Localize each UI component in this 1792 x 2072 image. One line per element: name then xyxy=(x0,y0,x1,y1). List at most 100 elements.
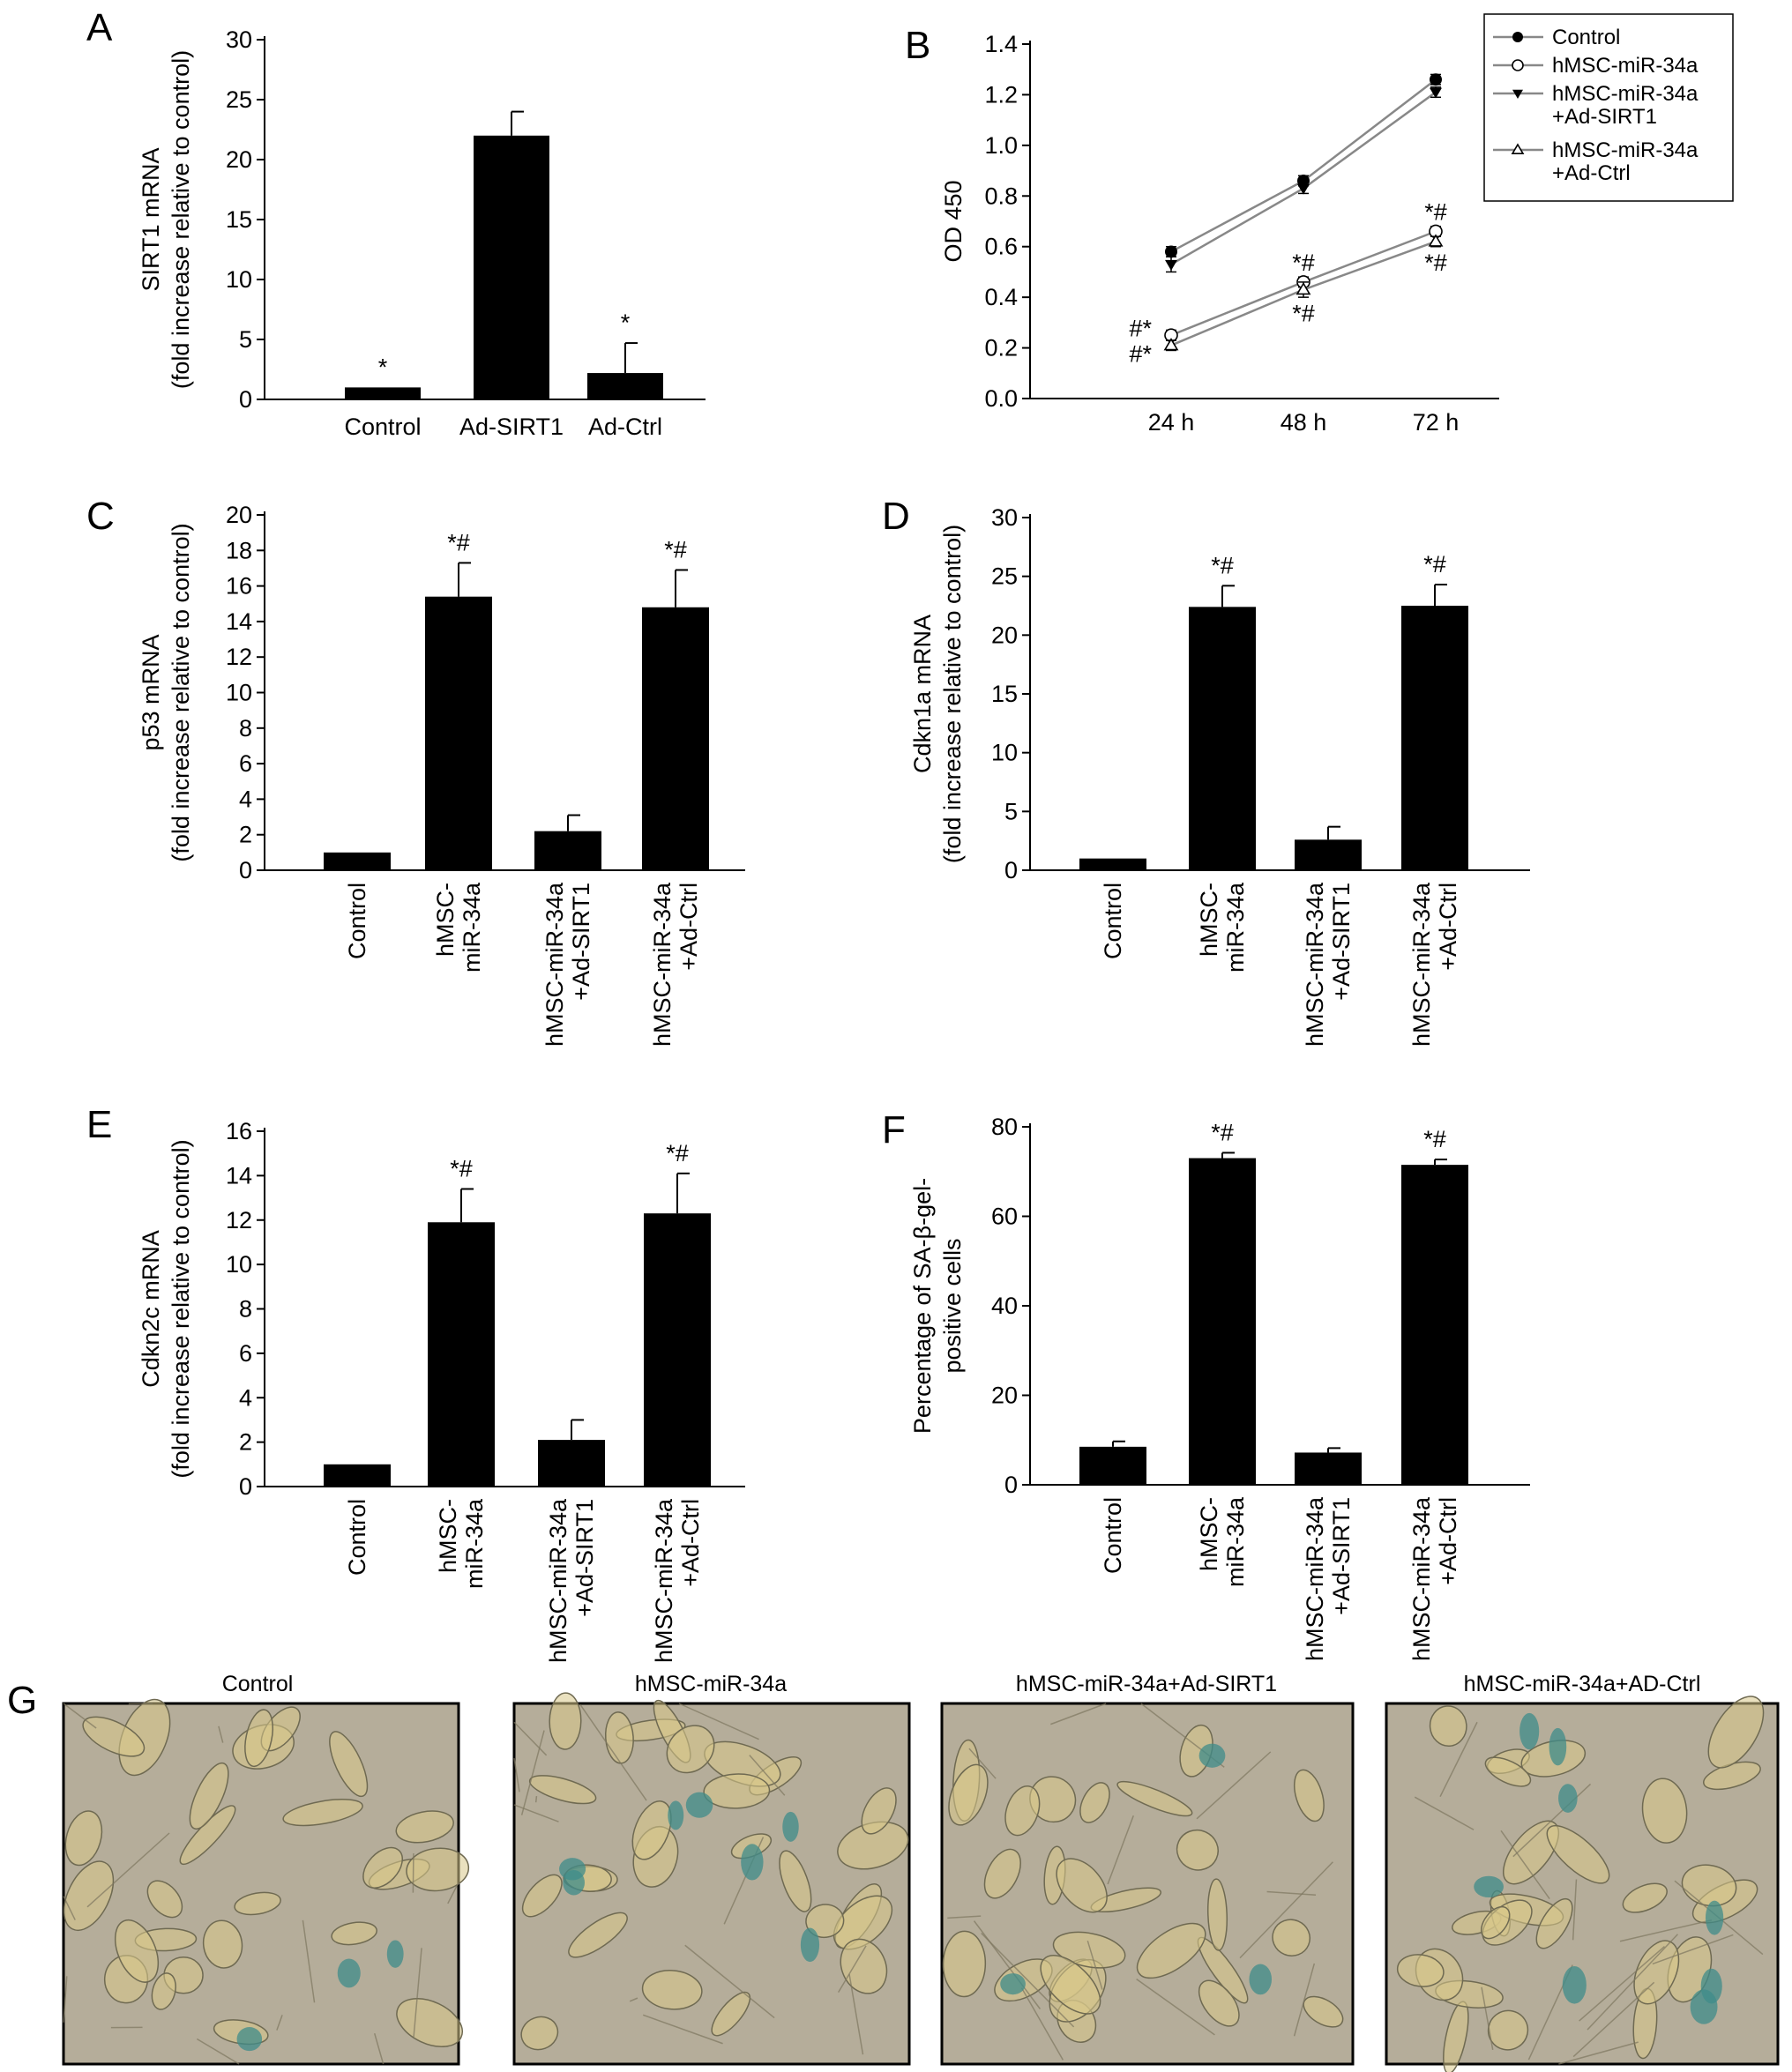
y-tick-label: 40 xyxy=(991,1293,1018,1319)
bar xyxy=(534,831,601,870)
significance-marker: *# xyxy=(1424,199,1447,226)
panel-label: C xyxy=(86,495,115,538)
stained-cell xyxy=(741,1844,764,1881)
cell-process xyxy=(1619,1919,1713,1942)
cell xyxy=(1116,1780,1193,1817)
photo-title: hMSC-miR-34a xyxy=(635,1672,787,1696)
marker-filled-circle xyxy=(1512,32,1523,42)
stained-cell xyxy=(800,1927,820,1963)
y-tick-label: 60 xyxy=(991,1204,1018,1230)
cell-process xyxy=(1572,1879,1578,1941)
bar xyxy=(1079,1446,1146,1485)
y-tick-label: 0 xyxy=(239,1473,252,1500)
cell-process xyxy=(848,1974,864,2055)
photo-title: hMSC-miR-34a+Ad-SIRT1 xyxy=(1016,1672,1277,1696)
bar xyxy=(1401,606,1468,870)
cell-process xyxy=(63,1896,76,1920)
y-axis-title: Cdkn2c mRNA (fold increase relative to co… xyxy=(138,1139,194,1478)
cell xyxy=(631,1800,672,1860)
bar xyxy=(1079,858,1146,870)
cell-process xyxy=(1107,1815,1134,1885)
cell-process xyxy=(86,1832,170,1908)
cell-process xyxy=(968,1748,997,1779)
legend-label: hMSC-miR-34a +Ad-SIRT1 xyxy=(1552,82,1699,129)
cell xyxy=(1004,1785,1041,1837)
y-axis-title: Cdkn1a mRNA (fold increase relative to co… xyxy=(909,525,966,863)
y-axis-title: SIRT1 mRNA (fold increase relative to con… xyxy=(138,50,194,389)
cell-process xyxy=(513,1757,520,1793)
legend-label: hMSC-miR-34a xyxy=(1552,54,1699,78)
legend-label: hMSC-miR-34a +Ad-Ctrl xyxy=(1552,138,1699,185)
cell xyxy=(528,1775,597,1805)
cell xyxy=(520,2016,559,2051)
cell xyxy=(202,1919,243,1969)
marker-open-circle xyxy=(1512,59,1524,71)
cell-process xyxy=(513,1804,559,1822)
x-tick-label: Ad-SIRT1 xyxy=(459,414,564,440)
bar xyxy=(1295,839,1362,870)
panel-a: A 0 5 10 15 20 25 30 SIRT1 mRNA (fold increase re… xyxy=(86,6,706,440)
stained-cell xyxy=(386,1940,404,1968)
panel-label: F xyxy=(882,1108,906,1152)
x-tick-label: hMSC-miR-34a+Ad-Ctrl xyxy=(649,882,702,1047)
bar xyxy=(642,607,709,870)
cell-process xyxy=(520,1730,545,1815)
cell-process xyxy=(1020,1987,1064,2061)
x-tick-label: Control xyxy=(344,414,421,440)
micrograph: hMSC-miR-34a+AD-Ctrl xyxy=(1385,1672,1780,2072)
y-tick-label: 8 xyxy=(239,715,252,742)
stained-cell xyxy=(337,1958,361,1988)
y-tick-label: 14 xyxy=(226,608,252,635)
marker-filled-triangle xyxy=(1512,89,1523,99)
y-tick-label: 0 xyxy=(1004,1472,1018,1498)
y-tick-label: 2 xyxy=(239,1429,252,1456)
series xyxy=(1165,86,1442,273)
cell xyxy=(406,1847,470,1892)
micrograph: hMSC-miR-34a+Ad-SIRT1 xyxy=(940,1672,1355,2066)
y-tick-label: 25 xyxy=(991,563,1018,590)
cell-process xyxy=(981,1932,1075,2028)
cell xyxy=(63,1860,115,1931)
x-tick-label: Control xyxy=(1100,883,1126,959)
panel-label: G xyxy=(7,1679,37,1722)
significance-marker: *# xyxy=(1211,1119,1234,1145)
x-tick-label: Ad-Ctrl xyxy=(588,414,662,440)
series xyxy=(1163,234,1444,352)
y-tick-label: 0.0 xyxy=(984,385,1018,412)
x-tick-label: 72 h xyxy=(1413,409,1460,436)
significance-marker: #* xyxy=(1129,340,1152,367)
panel-label: E xyxy=(86,1103,112,1146)
bar xyxy=(324,852,391,870)
bar xyxy=(1401,1165,1468,1485)
cell xyxy=(1029,1776,1077,1823)
cell-process xyxy=(684,1944,775,2019)
cell-process xyxy=(513,1721,548,1756)
bar xyxy=(474,135,549,400)
cell-process xyxy=(413,1948,422,2039)
stained-cell xyxy=(685,1792,713,1818)
marker-open-triangle xyxy=(1428,234,1444,247)
cell xyxy=(329,1731,369,1798)
cell-process xyxy=(838,1945,867,1994)
cell-process xyxy=(1439,1721,1478,1797)
panel-c: C 0 2 4 6 8 10 12 14 16 18 20 p53 mRNA (fold increase… xyxy=(86,495,745,1047)
marker-open-triangle xyxy=(1163,338,1179,351)
y-tick-label: 15 xyxy=(991,681,1018,707)
cell xyxy=(703,1773,771,1809)
cell-process xyxy=(534,1795,538,1803)
cell xyxy=(146,1880,183,1919)
marker-filled-triangle xyxy=(1165,259,1177,271)
y-tick-label: 16 xyxy=(226,1118,252,1144)
bar xyxy=(1189,607,1256,870)
y-tick-label: 10 xyxy=(991,740,1018,766)
significance-marker: *# xyxy=(1424,250,1447,276)
y-tick-label: 10 xyxy=(226,266,252,293)
cell xyxy=(396,1998,463,2047)
cell-process xyxy=(1572,1981,1655,2058)
cell xyxy=(549,1692,582,1750)
y-tick-label: 10 xyxy=(226,1251,252,1278)
cell xyxy=(1546,1825,1610,1884)
cell xyxy=(1396,1954,1445,1987)
cell xyxy=(1293,1769,1325,1822)
significance-marker: *# xyxy=(666,1140,689,1166)
